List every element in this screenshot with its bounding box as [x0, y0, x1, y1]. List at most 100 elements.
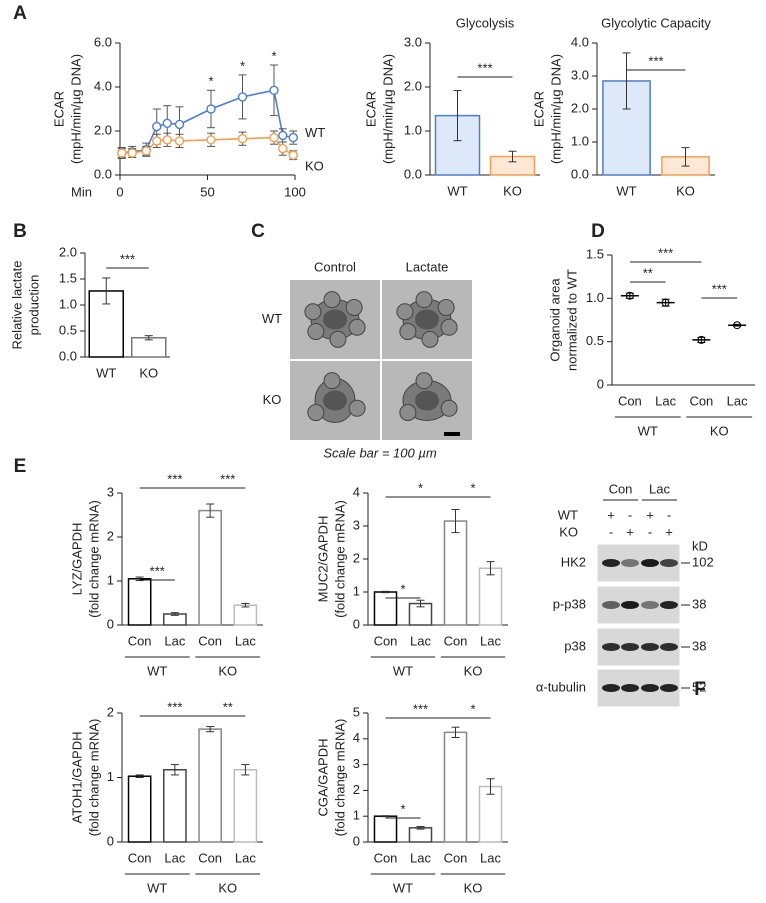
y-axis-label: (fold change mRNA): [332, 719, 347, 837]
point: [141, 146, 151, 156]
band-name: p38: [564, 638, 586, 653]
band: [660, 684, 678, 692]
x-tick-label: Lac: [480, 850, 501, 865]
x-tick-label: Lac: [410, 850, 431, 865]
point: [288, 132, 298, 143]
x-tick-label: Con: [128, 850, 152, 865]
group-label: WT: [393, 663, 413, 678]
x-tick-label: 0: [116, 184, 123, 199]
y-tick-label: 0: [597, 376, 604, 391]
x-tick-label: KO: [139, 365, 158, 380]
annotation: ***: [120, 251, 135, 266]
genotype-sign: -: [628, 507, 632, 522]
bar: [127, 578, 152, 626]
x-tick-label: Con: [618, 393, 642, 408]
kd-label: 38: [692, 638, 706, 653]
annotation: *: [400, 801, 405, 816]
organoid-bud: [307, 323, 325, 341]
band: [621, 559, 639, 567]
point: [237, 133, 248, 144]
y-axis-label: (fold change mRNA): [86, 500, 101, 618]
y-tick-label: 2: [107, 704, 114, 719]
genotype-sign: -: [667, 507, 671, 522]
annotation: **: [643, 265, 653, 280]
bar: [373, 591, 398, 626]
x-tick-label: WT: [96, 365, 116, 380]
y-axis-label: (fold change mRNA): [86, 719, 101, 837]
organoid-core: [323, 309, 347, 330]
x-tick-label: Con: [374, 850, 398, 865]
panel-label: F: [694, 679, 706, 700]
organoid-bud: [348, 399, 366, 417]
y-tick-label: 0.0: [94, 166, 112, 181]
x-tick-label: Con: [689, 393, 713, 408]
group-label: WT: [638, 423, 658, 438]
x-tick-label: Lac: [164, 850, 185, 865]
caption: Scale bar = 100 µm: [323, 445, 437, 460]
y-tick-label: 1: [353, 808, 360, 823]
treatment-label: Lac: [649, 481, 670, 496]
band: [660, 601, 678, 609]
y-axis-label: production: [26, 275, 41, 336]
y-axis-label: (mpH/min/µg DNA): [548, 54, 563, 164]
chart-title: Glycolysis: [456, 15, 515, 30]
annotation: ***: [658, 245, 673, 260]
genotype-label: WT: [558, 507, 578, 522]
y-tick-label: 2: [353, 782, 360, 797]
annotation: *: [418, 480, 423, 495]
genotype-label: KO: [559, 524, 578, 539]
annotation: ***: [220, 471, 235, 486]
y-axis-label: ECAR: [531, 91, 546, 127]
band: [660, 643, 678, 651]
bar: [443, 731, 468, 843]
y-tick-label: 1.5: [59, 270, 77, 285]
bar: [198, 509, 222, 626]
y-axis-label: (mpH/min/µg DNA): [380, 54, 395, 164]
panel-label: E: [14, 456, 27, 477]
x-tick-label: 50: [200, 184, 214, 199]
x-tick-label: WT: [616, 183, 636, 198]
genotype-sign: +: [646, 507, 654, 522]
x-tick-label: WT: [447, 183, 467, 198]
y-tick-label: 6.0: [94, 34, 112, 49]
y-tick-label: 1: [107, 769, 114, 784]
organoid-bud: [323, 291, 341, 309]
band: [602, 643, 620, 651]
y-tick-label: 2: [107, 528, 114, 543]
x-tick-label: Con: [198, 850, 222, 865]
point: [117, 148, 127, 158]
annotation: *: [400, 581, 405, 596]
band-name: α-tubulin: [536, 679, 586, 694]
kd-label: 102: [692, 554, 714, 569]
y-axis-label: (fold change mRNA): [332, 500, 347, 618]
point: [278, 143, 288, 154]
panel-label: D: [591, 221, 605, 242]
y-tick-label: 2.0: [59, 244, 77, 259]
point: [269, 85, 279, 96]
panel-label: A: [13, 3, 27, 24]
bar: [478, 567, 503, 626]
annotation: ***: [648, 53, 663, 68]
x-axis-label: Min: [71, 184, 92, 199]
band: [621, 684, 639, 692]
y-axis-label: LYZ/GAPDH: [69, 523, 84, 596]
y-tick-label: 0: [353, 833, 360, 848]
y-axis-label: ATOH1/GAPDH: [69, 732, 84, 824]
y-tick-label: 2.0: [404, 78, 422, 93]
y-tick-label: 3.0: [404, 34, 422, 49]
y-axis-label: CGA/GAPDH: [315, 738, 330, 816]
group-label: WT: [393, 880, 413, 895]
y-axis-label: Relative lactate: [9, 261, 24, 350]
point: [237, 92, 248, 102]
band: [641, 684, 659, 692]
organoid-bud: [437, 298, 455, 316]
x-tick-label: Lac: [480, 633, 501, 648]
annotation: *: [470, 480, 475, 495]
organoid-bud: [345, 298, 363, 316]
genotype-sign: +: [626, 524, 634, 539]
band: [641, 601, 659, 609]
point: [174, 119, 185, 130]
y-tick-label: 4.0: [94, 78, 112, 93]
panel-label: B: [13, 221, 27, 242]
y-axis-label: normalized to WT: [564, 269, 579, 371]
